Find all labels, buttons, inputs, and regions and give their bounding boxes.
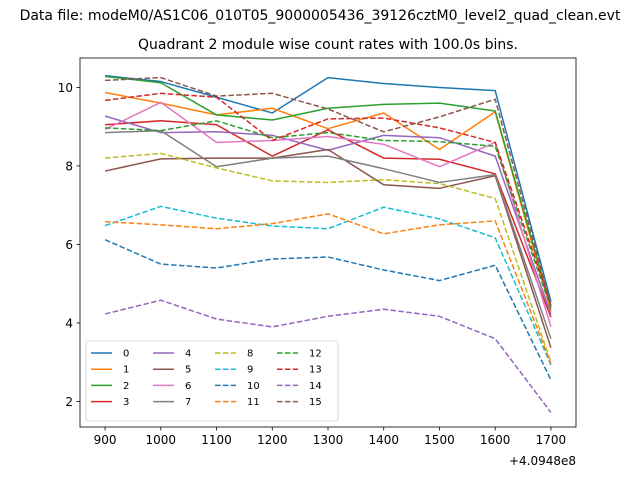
series-line-3 (105, 120, 552, 318)
legend-label-9: 9 (247, 365, 253, 376)
y-tick-label-8: 8 (65, 159, 73, 173)
legend-label-6: 6 (185, 381, 191, 392)
series-line-7 (105, 129, 552, 339)
legend-label-11: 11 (247, 397, 260, 408)
x-tick-label-1700: 1700 (536, 433, 567, 447)
series-line-11 (105, 213, 552, 364)
x-tick-label-1000: 1000 (146, 433, 177, 447)
legend-box (85, 340, 339, 422)
legend-label-1: 1 (123, 365, 129, 376)
legend-label-12: 12 (309, 349, 322, 360)
series-line-0 (105, 74, 552, 302)
y-tick-label-6: 6 (65, 238, 73, 252)
legend-label-2: 2 (123, 381, 129, 392)
series-line-14 (104, 299, 552, 413)
axes: 900 1000 1100 1200 1300 1400 1500 1600 170024681… (58, 57, 577, 468)
legend-label-14: 14 (309, 381, 322, 392)
series-line-12 (105, 120, 552, 309)
x-tick-label-1600: 1600 (480, 433, 511, 447)
x-tick-label-1100: 1100 (201, 433, 232, 447)
y-tick-label-10: 10 (58, 81, 73, 95)
series-line-15 (105, 76, 552, 306)
legend-label-10: 10 (247, 381, 260, 392)
y-tick-label-2: 2 (65, 395, 73, 409)
x-tick-label-1200: 1200 (257, 433, 288, 447)
x-tick-label-1500: 1500 (424, 433, 455, 447)
plot-area (104, 74, 552, 413)
legend-label-13: 13 (309, 365, 322, 376)
legend-label-4: 4 (185, 349, 191, 360)
series-line-13 (104, 92, 552, 305)
legend-label-5: 5 (185, 365, 191, 376)
legend-label-8: 8 (247, 349, 253, 360)
legend-label-0: 0 (123, 349, 129, 360)
legend-label-7: 7 (185, 397, 191, 408)
x-tick-label-1400: 1400 (368, 433, 399, 447)
x-tick-label-900: 900 (94, 433, 117, 447)
legend-label-3: 3 (123, 397, 129, 408)
y-tick-label-4: 4 (65, 316, 73, 330)
legend-label-15: 15 (309, 397, 322, 408)
series-line-1 (104, 91, 552, 312)
series-line-6 (104, 101, 552, 328)
x-offset-label: +4.0948e8 (509, 454, 576, 468)
chart-title: Quadrant 2 module wise count rates with … (138, 37, 518, 53)
series-line-8 (105, 152, 552, 363)
series-line-2 (104, 75, 552, 307)
series-line-10 (104, 239, 552, 381)
series-line-9 (104, 205, 552, 366)
x-tick-label-1300: 1300 (313, 433, 344, 447)
chart-suptitle: Data file: modeM0/AS1C06_010T05_90000054… (20, 8, 621, 24)
